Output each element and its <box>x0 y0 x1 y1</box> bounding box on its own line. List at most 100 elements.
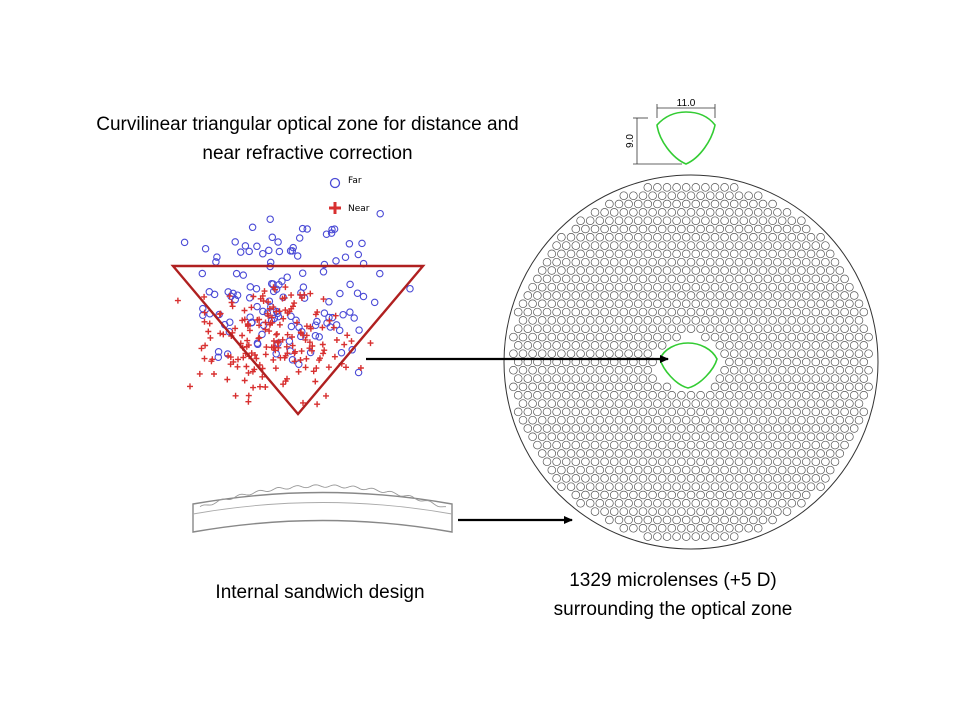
microlens <box>840 341 849 350</box>
microlens <box>749 282 758 292</box>
microlens <box>696 490 705 500</box>
near-point <box>341 341 348 348</box>
microlens <box>677 391 686 400</box>
microlens <box>561 307 571 317</box>
microlens <box>638 324 648 333</box>
microlens <box>797 415 806 425</box>
microlens <box>720 349 729 358</box>
microlens <box>787 249 797 259</box>
microlens <box>667 457 677 467</box>
microlens <box>701 515 710 525</box>
microlens <box>753 191 763 200</box>
microlens <box>523 374 533 383</box>
microlens <box>657 241 667 250</box>
far-point <box>213 253 221 261</box>
microlens <box>576 465 585 475</box>
near-point <box>227 354 234 361</box>
microlens <box>763 208 773 217</box>
microlens <box>638 524 648 533</box>
microlens <box>816 299 825 309</box>
microlens <box>701 282 710 292</box>
near-point <box>306 339 313 346</box>
microlens <box>667 224 677 234</box>
near-point <box>298 348 305 355</box>
microlens <box>624 499 633 508</box>
microlens <box>576 399 585 408</box>
microlens <box>648 391 657 400</box>
near-point <box>243 363 250 370</box>
microlens <box>633 399 643 408</box>
microlens <box>811 257 821 267</box>
microlens <box>710 332 720 342</box>
microlens <box>849 391 859 400</box>
microlens <box>720 415 729 425</box>
near-point <box>227 361 234 368</box>
microlens <box>849 324 859 333</box>
microlens <box>643 266 653 275</box>
microlens <box>710 233 720 242</box>
near-point <box>317 355 323 362</box>
microlens <box>787 415 797 425</box>
microlens <box>792 457 801 467</box>
microlens <box>710 532 720 541</box>
microlens <box>686 324 696 333</box>
microlens <box>806 366 816 375</box>
microlens <box>595 266 605 275</box>
microlens <box>710 382 720 392</box>
microlens <box>619 274 629 284</box>
microlens <box>792 307 801 317</box>
microlens <box>734 524 744 533</box>
microlens <box>547 399 557 408</box>
microlens <box>653 515 662 525</box>
microlens <box>576 266 585 275</box>
microlens <box>561 241 571 250</box>
near-point <box>229 303 236 310</box>
microlens <box>739 299 749 309</box>
microlens <box>619 440 629 450</box>
microlens <box>619 424 629 433</box>
microlens <box>600 291 609 300</box>
microlens <box>773 274 782 284</box>
microlens <box>672 465 681 475</box>
far-point <box>319 268 328 276</box>
far-point <box>358 239 366 248</box>
near-point <box>326 317 333 324</box>
microlens <box>696 440 705 450</box>
microlens <box>653 216 662 225</box>
microlens <box>662 216 672 225</box>
microlens <box>605 465 614 475</box>
microlens <box>715 191 725 200</box>
microlens <box>571 324 581 333</box>
microlens <box>763 241 773 250</box>
far-point <box>287 322 296 331</box>
microlens <box>672 515 681 525</box>
near-point <box>291 300 298 307</box>
near-point <box>274 339 281 346</box>
microlens <box>681 199 691 209</box>
microlens <box>749 199 758 209</box>
microlens <box>585 482 595 491</box>
microlens <box>734 507 744 516</box>
microlens <box>629 341 638 350</box>
microlens <box>729 499 739 508</box>
microlens <box>619 208 629 217</box>
near-point <box>280 381 287 388</box>
microlens <box>677 424 686 433</box>
microlens <box>835 332 845 342</box>
microlens <box>821 457 830 467</box>
microlens <box>720 299 729 309</box>
near-point <box>241 307 248 314</box>
microlens <box>509 382 518 392</box>
microlens <box>782 291 792 300</box>
near-point <box>187 383 193 390</box>
microlens <box>605 515 614 525</box>
microlens <box>696 257 705 267</box>
microlens <box>662 249 672 259</box>
microlens <box>763 291 773 300</box>
microlens <box>633 282 643 292</box>
microlens <box>686 507 696 516</box>
far-point <box>259 249 267 258</box>
microlens <box>643 332 653 342</box>
microlens <box>643 366 653 375</box>
microlens <box>725 457 734 467</box>
